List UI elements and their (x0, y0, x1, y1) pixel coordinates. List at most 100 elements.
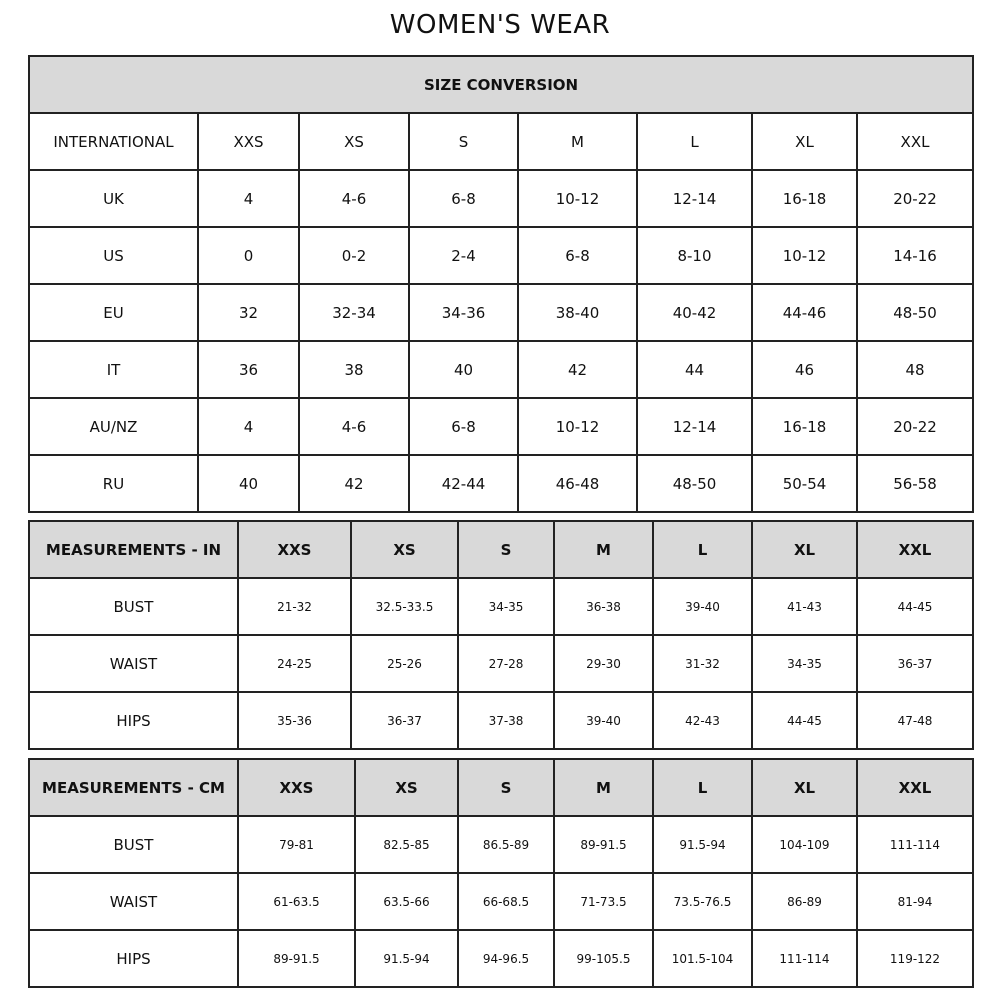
size-header: M (553, 520, 654, 579)
table-header: MEASUREMENTS - IN (28, 520, 239, 579)
header-row: MEASUREMENTS - IN XXS XS S M L XL XXL (28, 520, 974, 579)
table-cell: 82.5-85 (354, 815, 459, 874)
page-title: WOMEN'S WEAR (389, 10, 611, 40)
table-cell: 10-12 (751, 226, 858, 285)
table-cell: 44-45 (856, 577, 974, 636)
table-cell: 12-14 (636, 397, 753, 456)
table-cell: 4-6 (298, 397, 410, 456)
table-row: HIPS 35-36 36-37 37-38 39-40 42-43 44-45 47-48 (28, 691, 974, 750)
size-header: XXS (237, 520, 352, 579)
header-row: MEASUREMENTS - CM XXS XS S M L XL XXL (28, 758, 974, 817)
table-cell: 32.5-33.5 (350, 577, 459, 636)
table-cell: 56-58 (855, 454, 975, 513)
table-cell: 104-109 (751, 815, 858, 874)
table-cell: 41-43 (751, 577, 858, 636)
table-cell: 48-50 (636, 454, 753, 513)
table-row: HIPS 89-91.5 91.5-94 94-96.5 99-105.5 101.5-1… (28, 929, 974, 988)
table-cell: 46-48 (517, 454, 638, 513)
table-cell: 86.5-89 (457, 815, 555, 874)
row-label: AU/NZ (28, 397, 199, 456)
table-cell: 36-38 (553, 577, 654, 636)
row-label: EU (28, 283, 199, 342)
size-conversion-table: SIZE CONVERSION INTERNATIONAL XXS XS S M L XL XX… (27, 55, 975, 513)
table-cell: 6-8 (408, 169, 519, 228)
table-row: INTERNATIONAL XXS XS S M L XL XXL (28, 112, 975, 171)
table-cell: 89-91.5 (237, 929, 356, 988)
table-cell: M (517, 112, 638, 171)
size-header: M (553, 758, 654, 817)
row-label: INTERNATIONAL (28, 112, 199, 171)
table-row: BUST 21-32 32.5-33.5 34-35 36-38 39-40 41-43 44… (28, 577, 974, 636)
table-cell: L (636, 112, 753, 171)
size-header: XXL (856, 758, 974, 817)
table-cell: 4 (197, 397, 300, 456)
table-cell: 81-94 (856, 872, 974, 931)
size-header: XXL (856, 520, 974, 579)
table-cell: 34-36 (408, 283, 519, 342)
table-row: AU/NZ 4 4-6 6-8 10-12 12-14 16-18 20-22 (28, 397, 975, 456)
table-cell: 21-32 (237, 577, 352, 636)
table-cell: 0-2 (298, 226, 410, 285)
table-cell: 36-37 (856, 634, 974, 693)
table-cell: 99-105.5 (553, 929, 654, 988)
row-label: BUST (28, 577, 239, 636)
table-row: WAIST 61-63.5 63.5-66 66-68.5 71-73.5 73.5-76… (28, 872, 974, 931)
row-label: HIPS (28, 929, 239, 988)
table-cell: 34-35 (751, 634, 858, 693)
table-cell: 14-16 (855, 226, 975, 285)
table-cell: 44-45 (751, 691, 858, 750)
row-label: WAIST (28, 872, 239, 931)
table-cell: 79-81 (237, 815, 356, 874)
table-row: IT 36 38 40 42 44 46 48 (28, 340, 975, 399)
size-header: XS (350, 520, 459, 579)
table-cell: 39-40 (553, 691, 654, 750)
size-header: XL (751, 520, 858, 579)
table-cell: 38-40 (517, 283, 638, 342)
table-cell: 42 (298, 454, 410, 513)
size-header: S (457, 758, 555, 817)
table-row: US 0 0-2 2-4 6-8 8-10 10-12 14-16 (28, 226, 975, 285)
row-label: BUST (28, 815, 239, 874)
table-cell: 48 (855, 340, 975, 399)
table-cell: 32 (197, 283, 300, 342)
table-cell: 66-68.5 (457, 872, 555, 931)
table-cell: 36 (197, 340, 300, 399)
row-label: US (28, 226, 199, 285)
table-cell: 32-34 (298, 283, 410, 342)
table-cell: 10-12 (517, 397, 638, 456)
table-cell: 89-91.5 (553, 815, 654, 874)
table-cell: 73.5-76.5 (652, 872, 753, 931)
table-row: UK 4 4-6 6-8 10-12 12-14 16-18 20-22 (28, 169, 975, 228)
table-cell: 35-36 (237, 691, 352, 750)
table-cell: 47-48 (856, 691, 974, 750)
table-cell: 24-25 (237, 634, 352, 693)
table-cell: 36-37 (350, 691, 459, 750)
table-row: WAIST 24-25 25-26 27-28 29-30 31-32 34-35 36-37 (28, 634, 974, 693)
size-header: XS (354, 758, 459, 817)
header-row: SIZE CONVERSION (27, 55, 975, 114)
table-cell: 20-22 (855, 397, 975, 456)
table-cell: 38 (298, 340, 410, 399)
table-cell: 0 (197, 226, 300, 285)
table-cell: 61-63.5 (237, 872, 356, 931)
size-header: S (457, 520, 555, 579)
table-cell: XXL (855, 112, 975, 171)
table-cell: 39-40 (652, 577, 753, 636)
table-cell: XXS (197, 112, 300, 171)
size-header: XXS (237, 758, 356, 817)
table-cell: 40 (408, 340, 519, 399)
table-cell: 40-42 (636, 283, 753, 342)
size-header: L (652, 520, 753, 579)
table-cell: 111-114 (856, 815, 974, 874)
table-cell: 37-38 (457, 691, 555, 750)
table-cell: 42-43 (652, 691, 753, 750)
table-cell: 71-73.5 (553, 872, 654, 931)
table-cell: 8-10 (636, 226, 753, 285)
table-cell: 4-6 (298, 169, 410, 228)
table-row: BUST 79-81 82.5-85 86.5-89 89-91.5 91.5-94 104… (28, 815, 974, 874)
table-cell: 48-50 (855, 283, 975, 342)
table-cell: 40 (197, 454, 300, 513)
table-cell: 10-12 (517, 169, 638, 228)
measurements-in-table: MEASUREMENTS - IN XXS XS S M L XL XXL BUST 21-32 3… (28, 520, 974, 750)
table-cell: 29-30 (553, 634, 654, 693)
